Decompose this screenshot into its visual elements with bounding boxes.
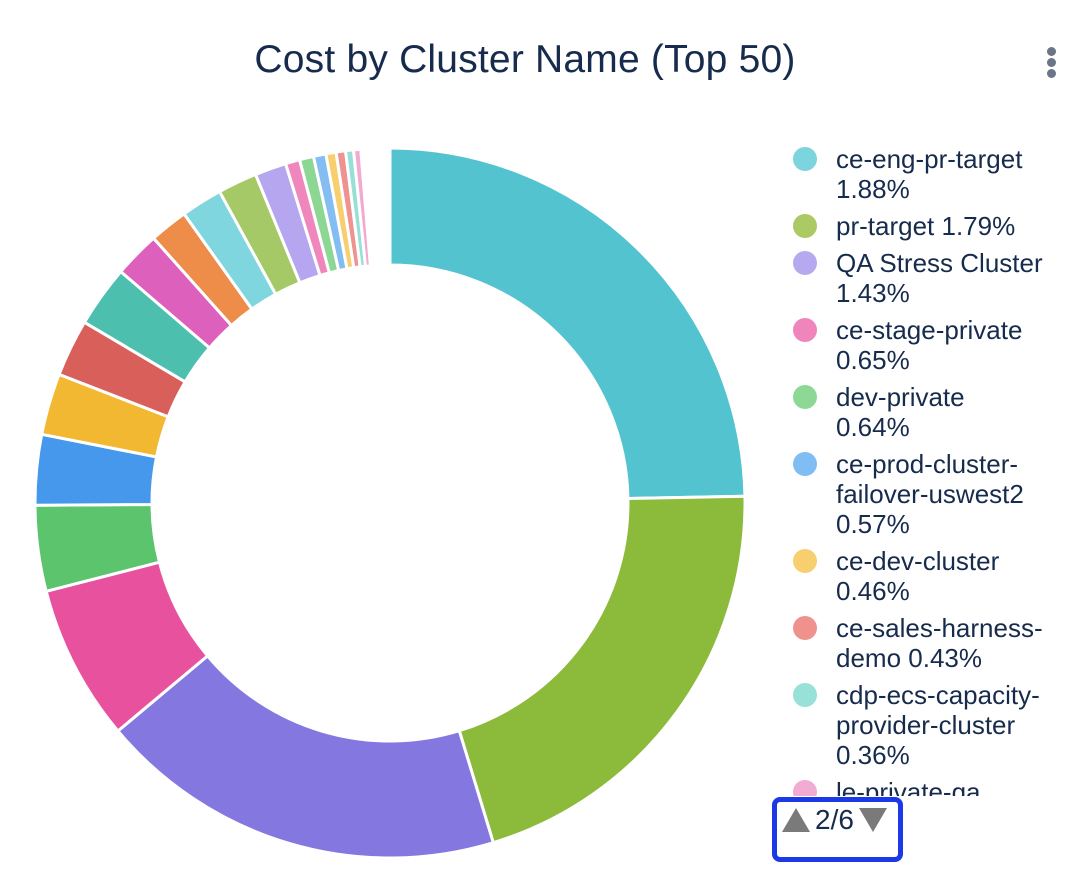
legend-label: ce-stage-private 0.65% [836, 315, 1023, 375]
legend-item[interactable]: dev-private 0.64% [793, 382, 1043, 442]
legend-dot-icon [793, 683, 817, 707]
legend-item[interactable]: ce-eng-pr-target 1.88% [793, 144, 1043, 204]
legend-dot-icon [793, 318, 817, 342]
legend-item[interactable]: cdp-ecs-capacity-provider-cluster 0.36% [793, 680, 1043, 770]
legend-item[interactable]: ce-sales-harness-demo 0.43% [793, 613, 1043, 673]
legend-dot-icon [793, 251, 817, 275]
legend-page-up-button[interactable] [782, 808, 810, 832]
donut-slice[interactable] [116, 654, 495, 860]
legend-label: ce-eng-pr-target 1.88% [836, 144, 1023, 204]
donut-slice[interactable] [457, 494, 747, 845]
legend-dot-icon [793, 616, 817, 640]
legend-dot-icon [793, 214, 817, 238]
legend-label: pr-target 1.79% [836, 211, 1016, 241]
legend-pager: 2/6 [772, 797, 903, 862]
donut-chart-svg [33, 146, 747, 860]
legend-label: cdp-ecs-capacity-provider-cluster 0.36% [836, 680, 1040, 770]
donut-slice[interactable] [388, 146, 747, 501]
kebab-menu-button[interactable] [1034, 40, 1068, 84]
legend-label: le-private-qa 0.33% [836, 777, 981, 796]
legend-dot-icon [793, 549, 817, 573]
kebab-icon [1046, 46, 1056, 56]
legend-label: ce-prod-cluster-failover-uswest2 0.57% [836, 449, 1024, 539]
legend-label: ce-dev-cluster 0.46% [836, 546, 1000, 606]
legend-item[interactable]: le-private-qa 0.33% [793, 777, 1043, 796]
legend-page-down-button[interactable] [858, 808, 887, 832]
legend-item[interactable]: ce-prod-cluster-failover-uswest2 0.57% [793, 449, 1043, 539]
legend-item[interactable]: ce-dev-cluster 0.46% [793, 546, 1043, 606]
legend-dot-icon [793, 385, 817, 409]
legend-dot-icon [793, 147, 817, 171]
donut-chart [33, 146, 747, 860]
donut-slice[interactable] [374, 146, 383, 267]
legend-page-indicator: 2/6 [815, 804, 854, 835]
legend-item[interactable]: pr-target 1.79% [793, 211, 1043, 241]
legend-dot-icon [793, 780, 817, 796]
legend-label: ce-sales-harness-demo 0.43% [836, 613, 1043, 673]
legend-item[interactable]: ce-stage-private 0.65% [793, 315, 1043, 375]
kebab-icon [1046, 57, 1056, 67]
kebab-icon [1046, 68, 1056, 78]
legend: ce-eng-pr-target 1.88% pr-target 1.79% QA … [793, 144, 1043, 796]
legend-item[interactable]: QA Stress Cluster 1.43% [793, 248, 1043, 308]
legend-label: QA Stress Cluster 1.43% [836, 248, 1043, 308]
legend-label: dev-private 0.64% [836, 382, 965, 442]
chart-title: Cost by Cluster Name (Top 50) [254, 38, 796, 81]
legend-dot-icon [793, 452, 817, 476]
